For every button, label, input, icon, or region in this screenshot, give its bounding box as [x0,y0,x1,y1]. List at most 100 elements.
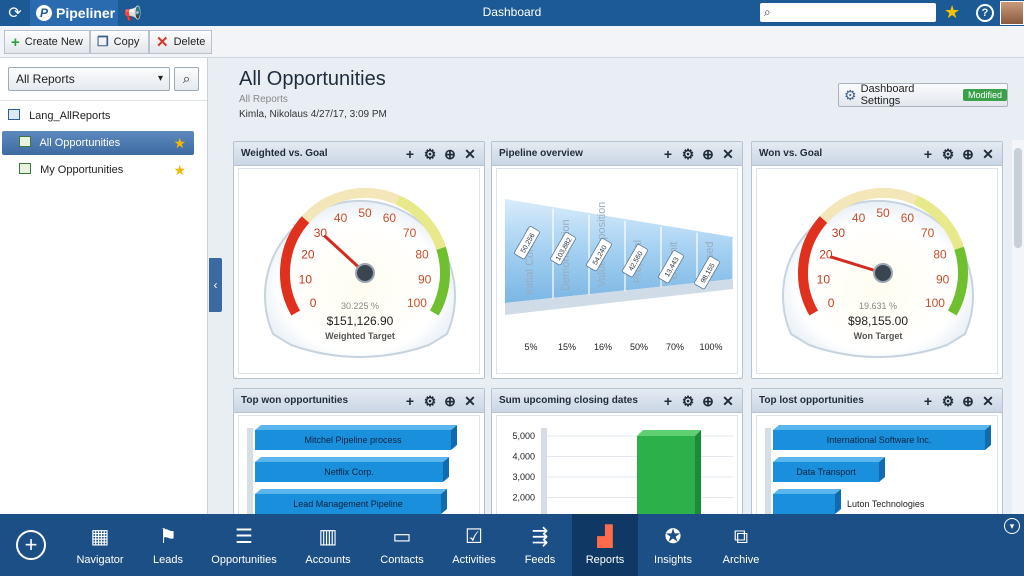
hbar [255,462,443,482]
close-icon[interactable]: ✕ [722,393,734,409]
reports-sidebar: All Reports ▾ ⌕ Lang_AllReports All Oppo… [0,58,208,567]
widget-title: Sum upcoming closing dates [499,395,638,406]
reports-chart-icon: ▟ [597,526,613,548]
nav-navigator[interactable]: ▦ Navigator [70,514,130,576]
create-new-button[interactable]: + Create New [4,30,90,54]
zoom-icon[interactable]: ⊕ [962,146,974,162]
gauge-amount: $98,155.00 [848,314,908,328]
hbar-side [443,457,449,482]
zoom-icon[interactable]: ⊕ [962,393,974,409]
app-logo[interactable]: P Pipeliner [30,0,118,26]
close-icon[interactable]: ✕ [982,393,994,409]
page-subtitle: All Reports [239,94,288,105]
copy-label: Copy [113,36,140,48]
dashboard-settings-button[interactable]: ⚙ Dashboard Settings Modified [838,83,1008,107]
sidebar-search-button[interactable]: ⌕ [174,67,199,91]
gauge-arc-segment [395,195,446,250]
gauge-tick-label: 50 [358,206,372,220]
nav-opportunities[interactable]: ☰ Opportunities [206,514,282,576]
nav-leads[interactable]: ⚑ Leads [140,514,196,576]
gauge-tick-label: 100 [925,296,945,310]
hbar-side [985,425,991,450]
add-icon[interactable]: + [923,393,933,409]
close-icon[interactable]: ✕ [464,393,476,409]
gear-icon[interactable]: ⚙ [423,393,437,409]
widget-header: Top won opportunities + ⚙ ⊕ ✕ [234,389,484,413]
gear-icon[interactable]: ⚙ [681,393,695,409]
nav-activities[interactable]: ☑ Activities [446,514,502,576]
nav-reports[interactable]: ▟ Reports [572,514,638,576]
add-icon[interactable]: + [405,146,415,162]
zoom-icon[interactable]: ⊕ [702,393,714,409]
add-icon[interactable]: + [663,146,673,162]
report-icon [19,163,31,174]
favorite-star-icon[interactable]: ★ [173,135,186,151]
gear-icon[interactable]: ⚙ [941,393,955,409]
nav-accounts[interactable]: ▥ Accounts [298,514,358,576]
help-icon[interactable]: ? [976,4,994,22]
main-scrollbar[interactable] [1012,140,1024,514]
closing-bar-top [637,430,701,436]
scrollbar-thumb[interactable] [1014,148,1022,248]
widget-weighted-vs-goal: Weighted vs. Goal + ⚙ ⊕ ✕ 0 10 20 30 40 50 60 7… [233,141,485,379]
tree-folder-lang-allreports[interactable]: Lang_AllReports [8,104,200,128]
user-avatar[interactable] [1000,1,1024,25]
nav-label: Accounts [305,554,351,566]
gauge-tick-label: 60 [901,211,915,225]
close-icon[interactable]: ✕ [722,146,734,162]
collapse-sidebar-button[interactable]: ‹ [209,258,222,312]
copy-button[interactable]: ❐ Copy [90,30,149,54]
widget-actions: + ⚙ ⊕ ✕ [658,145,738,163]
delete-button[interactable]: ✕ Delete [149,30,212,54]
gauge-tick-label: 70 [921,226,935,240]
gear-icon[interactable]: ⚙ [941,146,955,162]
megaphone-icon[interactable]: 📢 [124,4,142,21]
contacts-card-icon: ▭ [392,526,412,548]
won-gauge: 0 10 20 30 40 50 60 70 80 90 100 19.631 % $98,155.… [782,188,974,358]
widget-pipeline-overview: Pipeline overview + ⚙ ⊕ ✕ Initial Contac… [491,141,743,379]
zoom-icon[interactable]: ⊕ [444,146,456,162]
hbar-top [255,457,449,462]
favorites-star-icon[interactable]: ★ [944,2,961,22]
report-filter-select[interactable]: All Reports ▾ [8,67,170,91]
widget-body: Mitchel Pipeline process Netflix Corp. Lea… [238,415,480,526]
hbar-top [773,457,885,462]
gear-icon[interactable]: ⚙ [681,146,695,162]
global-search-input[interactable]: ⌕ [760,3,936,22]
gear-icon[interactable]: ⚙ [423,146,437,162]
add-icon[interactable]: + [405,393,415,409]
nav-feeds[interactable]: ⇶ Feeds [516,514,564,576]
widget-actions: + ⚙ ⊕ ✕ [400,392,480,410]
bottom-navigation: + ▦ Navigator ⚑ Leads ☰ Opportunities ▥ … [0,514,1024,576]
search-icon: ⌕ [764,5,771,19]
chevron-down-icon[interactable]: ▾ [1004,518,1020,534]
nav-archive[interactable]: ⧉ Archive [714,514,768,576]
hbar [255,494,441,514]
widget-actions: + ⚙ ⊕ ✕ [918,145,998,163]
y-tick-label: 3,000 [512,472,535,482]
gauge-tick-label: 30 [832,226,846,240]
zoom-icon[interactable]: ⊕ [444,393,456,409]
add-icon[interactable]: + [16,530,46,560]
tree-item-all-opportunities[interactable]: All Opportunities ★ [2,131,194,155]
zoom-icon[interactable]: ⊕ [702,146,714,162]
hbar-label: Mitchel Pipeline process [304,435,402,445]
close-icon[interactable]: ✕ [464,146,476,162]
add-icon[interactable]: + [923,146,933,162]
add-icon[interactable]: + [663,393,673,409]
sync-icon[interactable]: ⟳ [8,5,22,22]
navigator-icon: ▦ [90,526,110,548]
tree-item-my-opportunities[interactable]: My Opportunities ★ [2,158,194,182]
plus-icon: + [11,33,20,51]
nav-insights[interactable]: ✪ Insights [646,514,700,576]
hbar-side [835,489,841,514]
close-icon[interactable]: ✕ [982,146,994,162]
hbar-top [255,489,447,494]
favorite-star-icon[interactable]: ★ [173,162,186,178]
widget-title: Weighted vs. Goal [241,148,328,159]
funnel-percent-label: 100% [699,342,722,352]
page-meta: Kimla, Nikolaus 4/27/17, 3:09 PM [239,109,387,120]
nav-label: Reports [585,554,625,566]
widget-won-vs-goal: Won vs. Goal + ⚙ ⊕ ✕ 0 10 20 30 40 50 60 70 80 90… [751,141,1003,379]
nav-contacts[interactable]: ▭ Contacts [372,514,432,576]
